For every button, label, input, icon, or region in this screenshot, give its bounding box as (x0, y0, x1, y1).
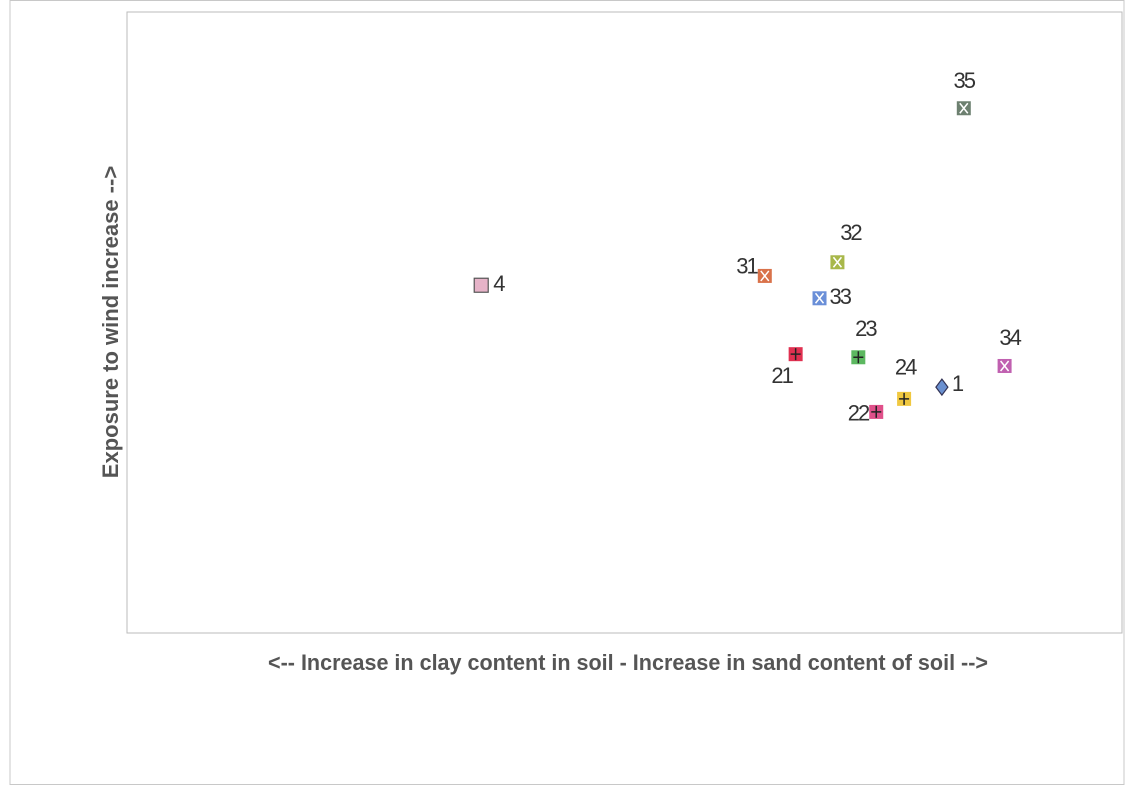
y-axis-label: Exposure to wind increase --> (98, 166, 123, 478)
point (869, 404, 884, 419)
plot-area (126, 11, 1123, 634)
point-label: 1 (952, 371, 964, 396)
point (956, 101, 971, 116)
point (812, 291, 827, 306)
point-label: 24 (895, 355, 917, 380)
point-label: 22 (848, 401, 870, 426)
point (757, 268, 772, 283)
x-axis-label: <-- Increase in clay content in soil - I… (268, 650, 988, 675)
point-label: 33 (830, 284, 852, 309)
point-label: 31 (736, 254, 758, 279)
point-label: 23 (855, 316, 877, 341)
point (788, 347, 803, 362)
point (897, 391, 912, 406)
point (997, 358, 1012, 373)
point (851, 350, 866, 365)
point-label: 34 (999, 325, 1021, 350)
point-label: 21 (771, 363, 793, 388)
point (473, 277, 489, 293)
point-label: 35 (954, 68, 976, 93)
point-label: 4 (493, 271, 505, 296)
point (830, 255, 845, 270)
point (935, 378, 949, 397)
point-label: 32 (840, 220, 862, 245)
